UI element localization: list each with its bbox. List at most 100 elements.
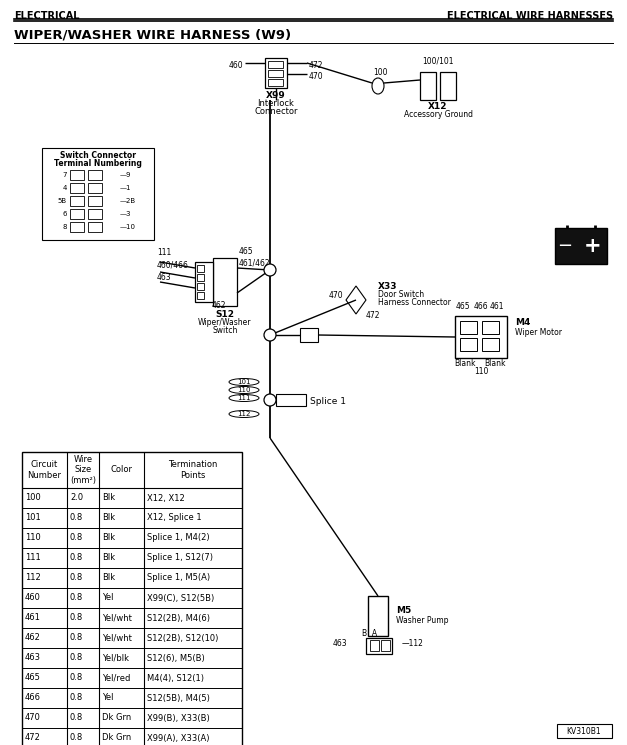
Bar bbox=[70, 170, 84, 180]
Text: Blk: Blk bbox=[102, 554, 115, 562]
Bar bbox=[197, 292, 204, 299]
Text: Yel/red: Yel/red bbox=[102, 673, 130, 682]
Text: —1: —1 bbox=[120, 185, 132, 191]
Bar bbox=[440, 72, 456, 100]
Text: 112: 112 bbox=[25, 574, 41, 583]
Text: 472: 472 bbox=[25, 734, 41, 743]
Text: 7: 7 bbox=[63, 172, 67, 178]
Bar bbox=[265, 58, 287, 88]
Text: 0.8: 0.8 bbox=[70, 694, 83, 703]
Text: X12: X12 bbox=[428, 102, 448, 111]
Text: Blk: Blk bbox=[102, 574, 115, 583]
Text: 100/101: 100/101 bbox=[422, 57, 454, 66]
Text: 0.8: 0.8 bbox=[70, 734, 83, 743]
Text: 462: 462 bbox=[212, 301, 226, 310]
Text: 460: 460 bbox=[25, 594, 41, 603]
Ellipse shape bbox=[229, 378, 259, 385]
Bar bbox=[455, 316, 507, 358]
Text: M4: M4 bbox=[515, 318, 530, 327]
Bar bbox=[70, 209, 84, 219]
Text: ELECTRICAL WIRE HARNESSES: ELECTRICAL WIRE HARNESSES bbox=[447, 11, 613, 21]
Bar bbox=[42, 148, 154, 240]
Text: WIPER/WASHER WIRE HARNESS (W9): WIPER/WASHER WIRE HARNESS (W9) bbox=[14, 28, 291, 41]
Bar bbox=[268, 79, 283, 86]
Text: 101: 101 bbox=[25, 513, 41, 522]
Text: X99(A), X33(A): X99(A), X33(A) bbox=[147, 734, 209, 743]
Text: 5B: 5B bbox=[58, 198, 67, 204]
Bar bbox=[370, 640, 379, 651]
Text: —2B: —2B bbox=[120, 198, 136, 204]
Bar bbox=[70, 183, 84, 193]
Bar bbox=[276, 394, 306, 406]
Text: —9: —9 bbox=[120, 172, 132, 178]
Text: 112: 112 bbox=[237, 411, 251, 417]
Text: Switch Connector: Switch Connector bbox=[60, 151, 136, 160]
Text: 470: 470 bbox=[309, 72, 324, 81]
Bar bbox=[482, 338, 499, 351]
Text: 470: 470 bbox=[25, 714, 41, 723]
Bar bbox=[197, 274, 204, 281]
Bar bbox=[555, 228, 607, 264]
Text: Wire
Size
(mm²): Wire Size (mm²) bbox=[70, 455, 96, 485]
Bar bbox=[213, 258, 237, 306]
Text: Terminal Numbering: Terminal Numbering bbox=[54, 159, 142, 168]
Text: —3: —3 bbox=[120, 211, 132, 217]
Text: Circuit
Number: Circuit Number bbox=[28, 460, 61, 480]
Ellipse shape bbox=[229, 410, 259, 417]
Text: 110: 110 bbox=[237, 387, 251, 393]
Text: X33: X33 bbox=[378, 282, 398, 291]
Text: Splice 1, M4(2): Splice 1, M4(2) bbox=[147, 533, 209, 542]
Circle shape bbox=[264, 329, 276, 341]
Text: 111: 111 bbox=[157, 248, 171, 257]
Text: Termination
Points: Termination Points bbox=[168, 460, 218, 480]
Text: 0.8: 0.8 bbox=[70, 513, 83, 522]
Text: 472: 472 bbox=[309, 61, 324, 70]
Text: 2.0: 2.0 bbox=[70, 493, 83, 502]
Text: Blk: Blk bbox=[102, 533, 115, 542]
Text: 101: 101 bbox=[237, 379, 251, 385]
Text: 462: 462 bbox=[25, 633, 41, 642]
Text: Yel: Yel bbox=[102, 694, 113, 703]
Text: −: − bbox=[557, 237, 572, 255]
Text: S12: S12 bbox=[216, 310, 234, 319]
Text: 0.8: 0.8 bbox=[70, 653, 83, 662]
Text: Color: Color bbox=[110, 466, 132, 475]
Text: 4: 4 bbox=[63, 185, 67, 191]
Text: X12, Splice 1: X12, Splice 1 bbox=[147, 513, 202, 522]
Text: Blank: Blank bbox=[454, 359, 476, 368]
Text: Yel/wht: Yel/wht bbox=[102, 633, 132, 642]
Text: S12(5B), M4(5): S12(5B), M4(5) bbox=[147, 694, 210, 703]
Text: 463: 463 bbox=[157, 273, 172, 282]
Text: KV310B1: KV310B1 bbox=[567, 726, 601, 735]
Text: S12(6), M5(B): S12(6), M5(B) bbox=[147, 653, 205, 662]
Text: 461: 461 bbox=[25, 613, 41, 623]
Text: Splice 1: Splice 1 bbox=[310, 398, 346, 407]
Bar bbox=[88, 209, 102, 219]
Text: Connector: Connector bbox=[255, 107, 298, 116]
Bar bbox=[300, 328, 318, 342]
Text: X12, X12: X12, X12 bbox=[147, 493, 185, 502]
Text: —10: —10 bbox=[120, 224, 136, 230]
Text: 110: 110 bbox=[474, 367, 488, 376]
Text: X99: X99 bbox=[266, 91, 286, 100]
Ellipse shape bbox=[372, 78, 384, 94]
Text: —112: —112 bbox=[402, 639, 424, 648]
Text: Dk Grn: Dk Grn bbox=[102, 734, 131, 743]
Text: Yel: Yel bbox=[102, 594, 113, 603]
Text: S12(2B), M4(6): S12(2B), M4(6) bbox=[147, 613, 210, 623]
Text: 8: 8 bbox=[63, 224, 67, 230]
Bar bbox=[368, 596, 388, 636]
Text: Switch: Switch bbox=[213, 326, 238, 335]
Text: +: + bbox=[584, 236, 602, 256]
Text: 110: 110 bbox=[25, 533, 41, 542]
Text: S12(2B), S12(10): S12(2B), S12(10) bbox=[147, 633, 218, 642]
Circle shape bbox=[264, 264, 276, 276]
Text: 465: 465 bbox=[456, 302, 470, 311]
Bar bbox=[366, 638, 392, 654]
Bar bbox=[88, 196, 102, 206]
Text: Wiper/Washer: Wiper/Washer bbox=[198, 318, 252, 327]
Bar bbox=[381, 640, 390, 651]
Text: 100: 100 bbox=[25, 493, 41, 502]
Text: B  A: B A bbox=[362, 629, 377, 638]
Text: X99(B), X33(B): X99(B), X33(B) bbox=[147, 714, 210, 723]
